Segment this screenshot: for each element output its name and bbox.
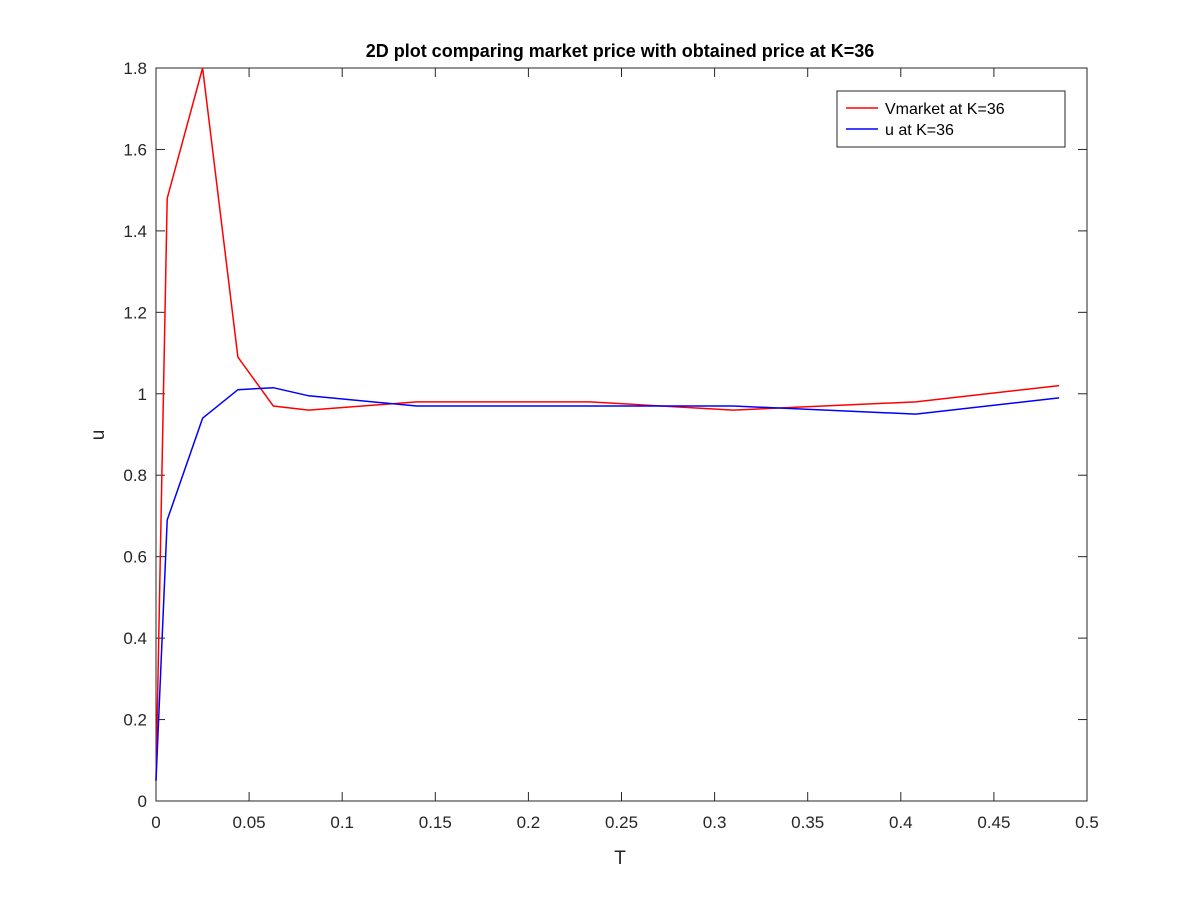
x-axis-label: T	[614, 848, 626, 869]
legend: Vmarket at K=36 u at K=36	[836, 90, 1066, 148]
y-tick-label: 1	[138, 385, 147, 404]
x-tick-label: 0.1	[330, 813, 354, 832]
legend-entry: Vmarket at K=36	[885, 101, 1005, 118]
y-tick-label: 0.2	[123, 711, 147, 730]
x-tick-label: 0.5	[1075, 813, 1099, 832]
x-tick-label: 0.45	[977, 813, 1010, 832]
x-tick-label: 0.35	[791, 813, 824, 832]
y-axis-label: u	[88, 430, 109, 441]
y-tick-label: 1.2	[123, 303, 147, 322]
x-tick-label: 0.4	[889, 813, 913, 832]
y-tick-label: 1.8	[123, 59, 147, 78]
legend-box	[836, 90, 1066, 148]
series-line-2	[155, 386, 1060, 781]
series-line-1	[155, 67, 1060, 781]
x-tick-label: 0.2	[517, 813, 541, 832]
chart-title: 2D plot comparing market price with obta…	[366, 41, 875, 61]
y-tick-label: 1.4	[123, 222, 147, 241]
x-tick-label: 0.25	[605, 813, 638, 832]
x-tick-label: 0.15	[419, 813, 452, 832]
x-tick-label: 0	[151, 813, 160, 832]
plot-area: 0 0.05 0.1 0.15 0.2 0.25 0.3 0.35 0.4 0.45 0.5 0 0.2…	[123, 59, 1098, 832]
y-tick-label: 1.6	[123, 140, 147, 159]
x-tick-label: 0.3	[703, 813, 727, 832]
y-tick-label: 0.6	[123, 548, 147, 567]
y-tick-label: 0.4	[123, 629, 147, 648]
legend-entry: u at K=36	[885, 122, 954, 139]
y-tick-label: 0.8	[123, 466, 147, 485]
y-tick-label: 0	[138, 792, 147, 811]
x-tick-label: 0.05	[233, 813, 266, 832]
axes-box	[155, 67, 1088, 802]
